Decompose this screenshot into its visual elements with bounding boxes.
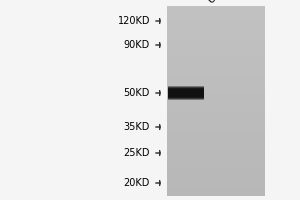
Bar bbox=[168, 96, 204, 100]
Bar bbox=[168, 96, 204, 98]
Text: 50KD: 50KD bbox=[124, 88, 150, 98]
Text: 25KD: 25KD bbox=[124, 148, 150, 158]
Text: 35KD: 35KD bbox=[124, 122, 150, 132]
Bar bbox=[168, 88, 204, 90]
Bar bbox=[168, 96, 204, 99]
Text: 20KD: 20KD bbox=[124, 178, 150, 188]
Bar bbox=[168, 89, 204, 97]
Text: U87: U87 bbox=[206, 0, 227, 5]
Text: 120KD: 120KD bbox=[118, 16, 150, 26]
Bar bbox=[168, 87, 204, 90]
Text: 90KD: 90KD bbox=[124, 40, 150, 50]
Bar bbox=[168, 86, 204, 90]
